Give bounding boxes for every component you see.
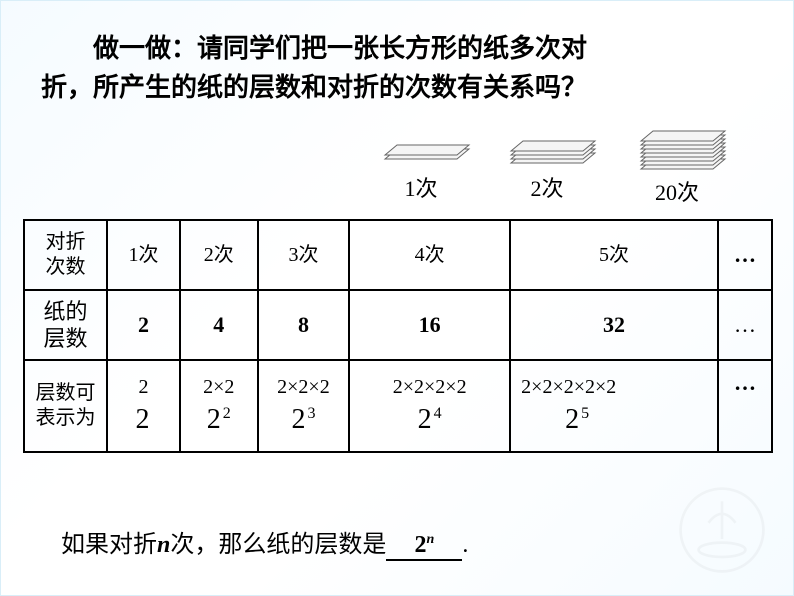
conclusion-text: 如果对折n次，那么纸的层数是2n.: [61, 524, 741, 561]
intro-line1: 做一做：请同学们把一张长方形的纸多次对: [93, 34, 587, 63]
stack-label: 2次: [497, 171, 597, 203]
col-header: 3次: [258, 220, 349, 290]
stack-2: 2次: [497, 123, 597, 203]
data-table: 对折 次数 1次 2次 3次 4次 5次 … 纸的 层数 2 4 8 16 32…: [23, 219, 773, 453]
row-header-layers: 纸的 层数: [24, 290, 107, 360]
expr-cell: 2×2×2×2×2 25: [510, 360, 718, 452]
value-cell: 8: [258, 290, 349, 360]
expr-power: 22: [183, 402, 255, 437]
watermark-icon: [677, 485, 767, 575]
intro-line2: 折，所产生的纸的层数和对折的次数有关系吗？: [41, 68, 753, 107]
value-cell: 16: [349, 290, 510, 360]
expr-product: 2: [110, 375, 177, 400]
expr-product: 2×2×2×2: [352, 375, 507, 400]
expr-cell: 2×2 22: [180, 360, 258, 452]
value-cell: 2: [107, 290, 180, 360]
paper-stack-diagrams: 1次 2次: [371, 123, 751, 213]
paper-stack-icon: [627, 123, 727, 173]
col-header: 4次: [349, 220, 510, 290]
row-header-expr: 层数可 表示为: [24, 360, 107, 452]
col-header-dots: …: [718, 220, 772, 290]
expr-power: 23: [261, 402, 346, 437]
expr-cell: 2 2: [107, 360, 180, 452]
row-header-folds: 对折 次数: [24, 220, 107, 290]
footer-answer: 2n: [386, 532, 462, 561]
expr-product: 2×2×2: [261, 375, 346, 400]
table-row: 层数可 表示为 2 2 2×2 22 2×2×2 23 2×2×2×2 24: [24, 360, 772, 452]
expr-power: 24: [352, 402, 507, 437]
value-cell: 4: [180, 290, 258, 360]
col-header: 2次: [180, 220, 258, 290]
fold-table: 对折 次数 1次 2次 3次 4次 5次 … 纸的 层数 2 4 8 16 32…: [23, 219, 773, 453]
expr-product: 2×2×2×2×2: [521, 375, 715, 400]
expr-power: 25: [521, 402, 715, 437]
stack-label: 1次: [371, 171, 471, 203]
value-cell: 32: [510, 290, 718, 360]
expr-cell: 2×2×2×2 24: [349, 360, 510, 452]
paper-stack-icon: [371, 123, 471, 169]
table-row: 对折 次数 1次 2次 3次 4次 5次 …: [24, 220, 772, 290]
footer-prefix: 如果对折: [61, 532, 157, 558]
expr-cell-dots: …: [718, 360, 772, 452]
expr-product: 2×2: [183, 375, 255, 400]
intro-text: 做一做：请同学们把一张长方形的纸多次对 折，所产生的纸的层数和对折的次数有关系吗…: [25, 29, 769, 113]
stack-label: 20次: [627, 175, 727, 207]
stack-1: 1次: [371, 123, 471, 203]
expr-cell: 2×2×2 23: [258, 360, 349, 452]
table-row: 纸的 层数 2 4 8 16 32 …: [24, 290, 772, 360]
footer-suffix: .: [462, 532, 468, 558]
value-cell-dots: …: [718, 290, 772, 360]
col-header: 1次: [107, 220, 180, 290]
slide: 做一做：请同学们把一张长方形的纸多次对 折，所产生的纸的层数和对折的次数有关系吗…: [0, 0, 794, 596]
footer-mid: 次，那么纸的层数是: [170, 532, 386, 558]
col-header: 5次: [510, 220, 718, 290]
expr-power: 2: [110, 402, 177, 437]
footer-var: n: [157, 532, 170, 558]
stack-3: 20次: [627, 123, 727, 207]
paper-stack-icon: [497, 123, 597, 169]
